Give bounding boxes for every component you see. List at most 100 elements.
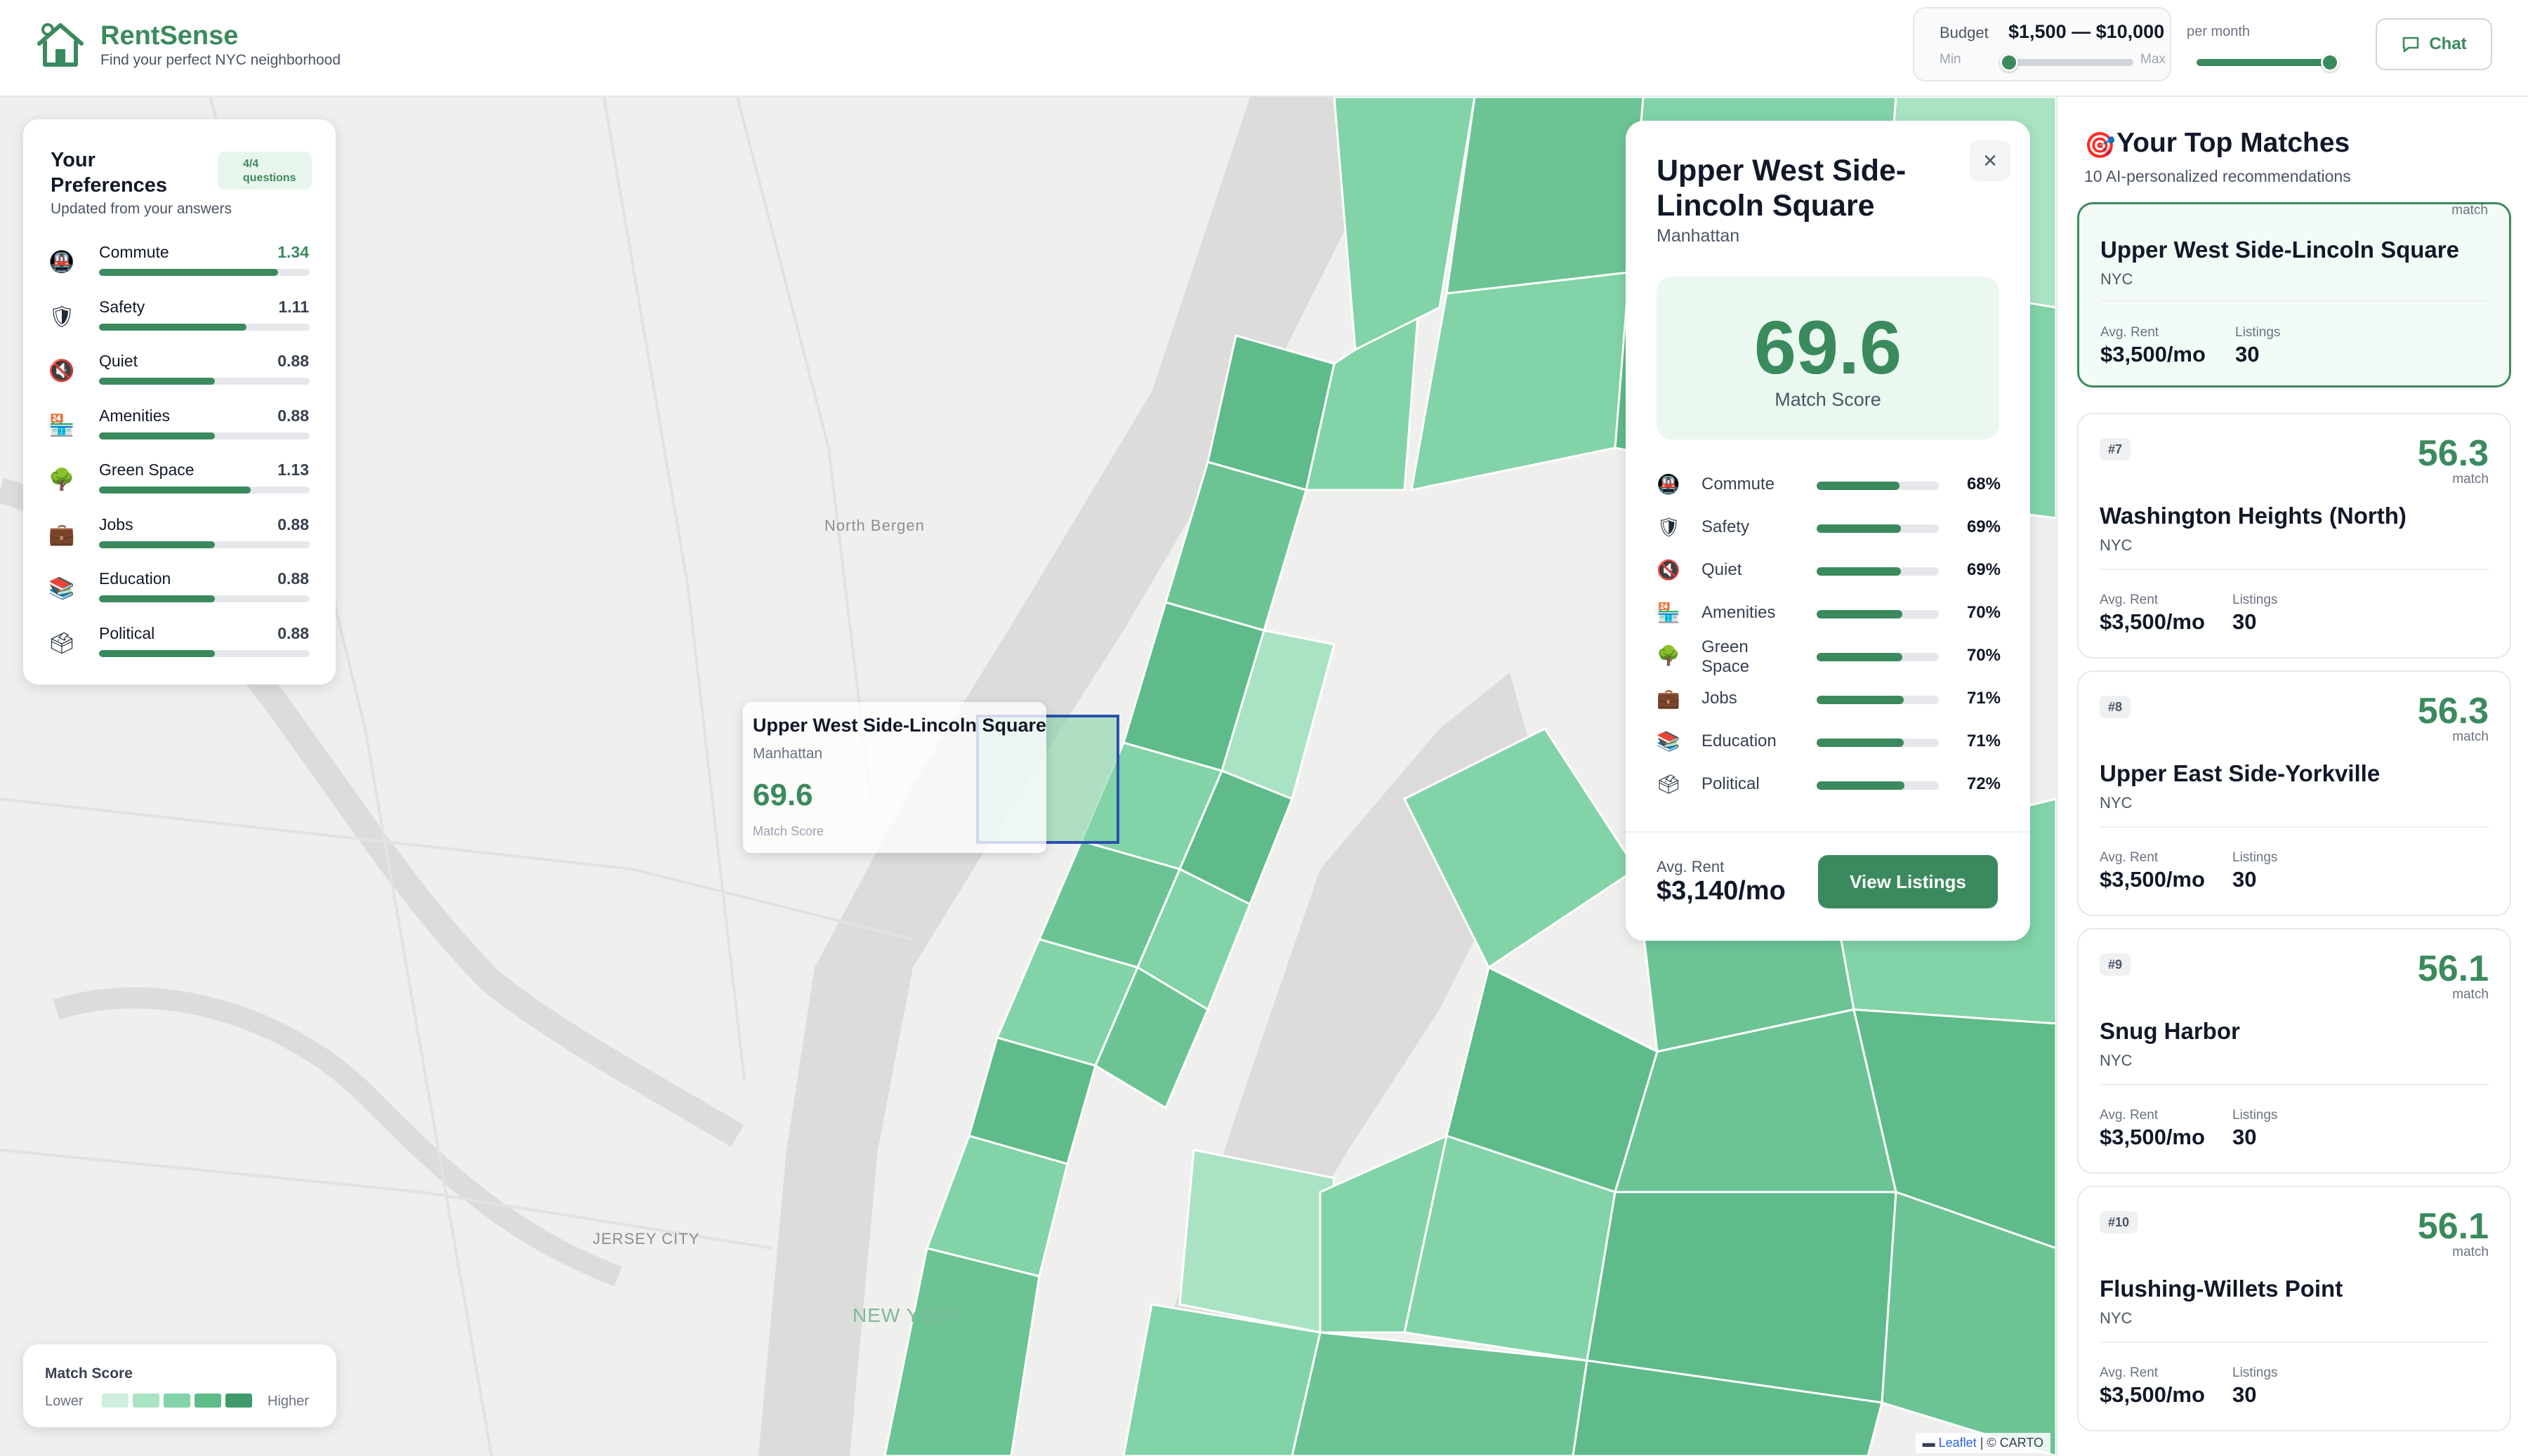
top-matches-sidebar[interactable]: 🎯 Your Top Matches 10 AI-personalized re… (2056, 97, 2528, 1456)
factor-icon: 🌳 (1657, 645, 1680, 666)
preference-weight-bar (99, 269, 310, 276)
preference-weight: 0.88 (277, 623, 309, 642)
budget-max-label: Max (2140, 52, 2166, 67)
match-city: NYC (2100, 536, 2133, 554)
match-card[interactable]: #9 56.1 match Snug Harbor NYC Avg. Rent $3,500… (2077, 928, 2511, 1174)
match-label: match (2451, 203, 2488, 218)
factor-label: Quiet (1701, 560, 1742, 579)
match-card[interactable]: match Upper West Side-Lincoln Square NYC Av… (2077, 202, 2511, 388)
factor-label: Amenities (1701, 603, 1776, 622)
factor-percent: 72% (1966, 774, 2001, 793)
map-label-jersey-city: JERSEY CITY (593, 1230, 700, 1247)
budget-min-slider-thumb[interactable] (2000, 53, 2019, 72)
factor-percent: 70% (1966, 646, 2001, 665)
factor-icon: 🔇 (1657, 560, 1680, 581)
preference-row: 💼 Jobs 0.88 (23, 515, 336, 564)
budget-min-slider[interactable] (2000, 53, 2133, 72)
match-label: match (2452, 472, 2489, 487)
match-listings: 30 (2232, 1382, 2257, 1407)
books-icon: 📚 (48, 577, 75, 600)
app-header: RentSense Find your perfect NYC neighbor… (0, 0, 2528, 97)
match-card[interactable]: #10 56.1 match Flushing-Willets Point NYC Avg… (2077, 1186, 2511, 1431)
match-rent-caption: Avg. Rent (2100, 325, 2159, 340)
preference-weight-bar (99, 487, 310, 494)
factor-label: Commute (1701, 475, 1775, 494)
match-rank-badge: #9 (2100, 953, 2131, 976)
factor-percent: 71% (1966, 732, 2001, 750)
preferences-card: Your Preferences 4/4 questions Updated f… (23, 119, 336, 684)
top-matches-subtitle: 10 AI-personalized recommendations (2084, 167, 2351, 185)
match-card[interactable]: #8 56.3 match Upper East Side-Yorkville NYC A… (2077, 670, 2511, 916)
leaflet-link[interactable]: Leaflet (1938, 1436, 1977, 1450)
preference-row: 🌳 Green Space 1.13 (23, 461, 336, 510)
store-icon: 🏪 (48, 413, 75, 437)
factor-icon: 💼 (1657, 688, 1680, 709)
factor-percent: 71% (1966, 689, 2001, 708)
preference-weight: 0.88 (277, 406, 309, 425)
match-rank-badge: #8 (2100, 696, 2131, 718)
detail-match-score: 69.6 (1753, 305, 1902, 390)
preference-weight: 0.88 (277, 352, 309, 370)
match-divider (2100, 826, 2489, 828)
neighborhood-detail-panel: Upper West Side-Lincoln Square Manhattan… (1626, 121, 2030, 941)
factor-icon: 📚 (1657, 731, 1680, 752)
tooltip-score: 69.6 (753, 778, 813, 812)
match-score: 56.1 (2417, 948, 2489, 989)
factor-icon: 🚇 (1657, 474, 1680, 495)
preference-row: 🛡 Safety 1.11 (23, 298, 336, 347)
match-label: match (2452, 987, 2489, 1002)
map-attribution: ▬ Leaflet | © CARTO (1915, 1433, 2050, 1453)
map-label-new-york: NEW YORK (852, 1304, 965, 1326)
app-name: RentSense (100, 21, 239, 51)
match-card[interactable]: #7 56.3 match Washington Heights (North) NYC… (2077, 413, 2511, 658)
preference-weight: 0.88 (277, 569, 309, 588)
preference-weight-bar (99, 432, 310, 439)
avg-rent-caption: Avg. Rent (1657, 858, 1725, 875)
match-neighborhood-name: Washington Heights (North) (2100, 503, 2407, 529)
leaflet-flag-icon: ▬ (1922, 1436, 1935, 1450)
factor-row: 🔇 Quiet 69% (1657, 556, 2001, 591)
legend-swatch (225, 1394, 252, 1408)
legend-higher-label: Higher (268, 1394, 309, 1409)
match-neighborhood-name: Upper West Side-Lincoln Square (2100, 237, 2459, 263)
detail-borough: Manhattan (1657, 226, 1740, 246)
factor-percent: 69% (1966, 517, 2001, 536)
match-rent: $3,500/mo (2100, 1125, 2205, 1149)
preference-label: Amenities (99, 406, 170, 425)
factor-percent: 68% (1966, 475, 2001, 494)
preferences-subtitle: Updated from your answers (51, 201, 232, 217)
factor-row: 🚇 Commute 68% (1657, 470, 2001, 505)
match-neighborhood-name: Flushing-Willets Point (2100, 1276, 2343, 1302)
detail-neighborhood-name: Upper West Side-Lincoln Square (1657, 154, 1907, 223)
preference-weight-bar (99, 378, 310, 385)
map-hover-tooltip: Upper West Side-Lincoln Square Manhattan… (743, 702, 1046, 853)
legend-lower-label: Lower (45, 1394, 84, 1409)
factor-bar (1817, 610, 1939, 618)
preference-weight-bar (99, 649, 310, 657)
preference-weight-bar (99, 541, 310, 548)
match-listings-caption: Listings (2232, 1108, 2278, 1123)
match-city: NYC (2100, 1052, 2133, 1069)
close-icon[interactable]: × (1970, 140, 2010, 181)
factor-bar (1817, 739, 1939, 747)
chat-button-label: Chat (2429, 34, 2467, 53)
chat-bubble-icon (2403, 37, 2419, 53)
factor-row: 🌳 Green Space 70% (1657, 637, 2001, 677)
factor-label: Safety (1701, 517, 1750, 536)
factor-row: 🗳 Political 72% (1657, 770, 2001, 805)
match-divider (2100, 569, 2489, 570)
preference-weight-bar (99, 595, 310, 602)
budget-max-slider-thumb[interactable] (2321, 53, 2339, 72)
budget-max-slider[interactable] (2197, 53, 2339, 72)
match-rent-caption: Avg. Rent (2100, 1108, 2159, 1123)
preferences-title: Your Preferences (51, 149, 168, 197)
budget-range-value: $1,500 — $10,000 (2008, 21, 2165, 42)
preference-label: Commute (99, 243, 169, 261)
preference-row: 🚇 Commute 1.34 (23, 243, 336, 292)
view-listings-button[interactable]: View Listings (1818, 855, 1998, 908)
match-label: match (2452, 729, 2489, 744)
preference-row: 🔇 Quiet 0.88 (23, 352, 336, 401)
match-listings: 30 (2232, 867, 2257, 892)
chat-button[interactable]: Chat (2376, 18, 2492, 70)
match-score: 56.1 (2417, 1206, 2489, 1247)
